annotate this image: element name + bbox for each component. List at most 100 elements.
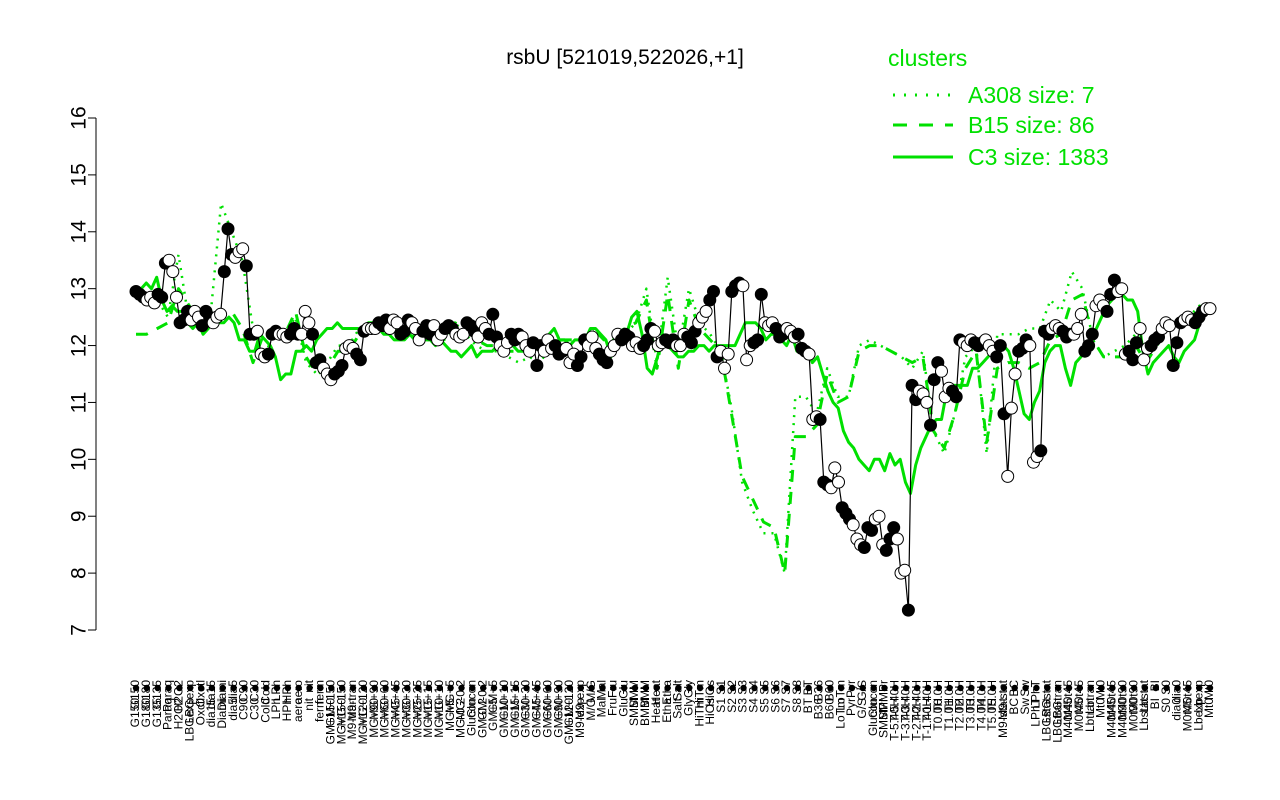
x-tick-label: S4 [747, 680, 761, 695]
y-tick-label: 15 [68, 163, 91, 186]
x-bullet [1130, 684, 1138, 692]
x-bullet [707, 684, 715, 692]
x-tick-label: GM+15 [508, 680, 522, 720]
x-bullet [273, 684, 281, 692]
x-bullet [1087, 684, 1094, 692]
x-tick-label-lower: MG+45 [389, 698, 403, 738]
points-layer [129, 222, 1217, 617]
x-bullet [458, 684, 465, 692]
x-bullet [696, 684, 704, 692]
x-tick-label: Fru [605, 680, 619, 698]
x-bullet [328, 684, 335, 692]
y-tick-label: 7 [68, 624, 91, 636]
x-tick-label-lower: nit [302, 697, 316, 710]
x-tick-label: G/S [855, 680, 869, 701]
data-point [832, 475, 845, 489]
x-tick-label-lower: GM+90 [551, 698, 565, 738]
x-tick-label-lower: G/S [855, 698, 869, 719]
data-point [754, 287, 768, 301]
data-point [993, 339, 1007, 353]
x-bullet [187, 684, 194, 692]
data-point [890, 532, 904, 546]
x-tick-label-lower: LoTm [833, 698, 847, 729]
x-bullet [230, 684, 237, 692]
x-bullet [404, 684, 411, 692]
x-bullet [382, 684, 389, 692]
x-tick-label-lower: C90 [237, 698, 251, 720]
x-tick-label: Mt0 [1202, 680, 1216, 700]
x-bullet [349, 684, 357, 692]
data-point [250, 324, 264, 338]
x-tick-label: M9-exp [573, 680, 587, 720]
x-tick-label-lower: GM+5 [486, 698, 500, 731]
data-point [162, 253, 176, 267]
x-tick-label-lower: Paraq [161, 698, 175, 730]
data-point [901, 603, 915, 617]
data-point [935, 364, 948, 378]
data-point [920, 395, 934, 409]
x-tick-label-lower: M/G [584, 698, 598, 721]
x-tick-label: LoTm [833, 680, 847, 711]
x-tick-label: M0t45 [1072, 680, 1086, 714]
x-bullet [610, 684, 617, 692]
x-tick-label: M9-tran [345, 680, 359, 721]
x-bullet [805, 684, 812, 692]
x-bullet [848, 684, 856, 692]
x-tick-label-lower: Salt [671, 697, 685, 718]
x-bullet [534, 684, 541, 692]
data-point [585, 330, 599, 344]
data-point [1074, 307, 1088, 321]
x-bullet [1054, 684, 1062, 692]
x-tick-label-lower: G135 [150, 698, 164, 728]
y-tick-label: 12 [68, 334, 91, 357]
x-tick-label-lower: MG+150 [334, 698, 348, 745]
legend-entry-dashed: B15 size: 86 [968, 112, 1095, 138]
x-tick-label: S8 [790, 680, 804, 695]
x-tick-label-lower: ferm [313, 698, 327, 722]
x-tick-label-lower: SMMPr [877, 698, 891, 738]
x-tick-label-lower: Heat [649, 697, 663, 723]
x-tick-label: G180 [139, 680, 153, 710]
data-point [718, 361, 731, 375]
x-tick-label: HPh [280, 680, 294, 703]
x-tick-label-lower: H2O2 [172, 698, 186, 730]
x-tick-label: M40t45 [1061, 680, 1075, 720]
data-point [699, 304, 713, 318]
x-tick-label-lower: Fru [605, 698, 619, 716]
x-bullet [1109, 684, 1116, 692]
x-tick-label-lower: LBGstat [1039, 697, 1053, 741]
x-bullet [295, 684, 302, 692]
x-tick-label: S1 [714, 680, 728, 695]
data-point [865, 523, 879, 537]
data-point [990, 350, 1004, 364]
x-bullet [360, 684, 367, 692]
x-tick-label: M/G [584, 680, 598, 703]
x-tick-label-lower: GM+10 [497, 698, 511, 738]
data-point [221, 222, 235, 236]
x-tick-label: Mt0 [1094, 680, 1108, 700]
x-tick-label-lower: MG+30 [399, 698, 413, 738]
x-tick-label-lower: Pyr [844, 698, 858, 716]
x-tick-label: T3.0H [963, 680, 977, 713]
x-tick-label-lower: S4 [747, 698, 761, 713]
x-tick-label-lower: BC [1007, 698, 1021, 715]
x-tick-label: GM+90 [551, 680, 565, 720]
x-tick-label: T-2.40H [909, 680, 923, 723]
data-point [261, 347, 275, 361]
y-tick-label: 11 [68, 392, 91, 414]
x-tick-label-lower: MG-0.2 [454, 698, 468, 738]
data-point [879, 543, 893, 557]
x-tick-label: BC [1007, 680, 1021, 697]
x-tick-label: MG+120 [356, 680, 370, 727]
x-bullet [599, 684, 606, 692]
series-line-solid [136, 275, 1212, 495]
x-tick-label-lower: LBGexp [182, 698, 196, 742]
data-point [239, 259, 253, 273]
x-tick-label: MG+60 [378, 680, 392, 720]
y-tick-label: 9 [68, 510, 91, 522]
data-point [1115, 282, 1129, 296]
data-point [214, 307, 228, 321]
x-tick-label: GM-0.2 [475, 680, 489, 720]
x-tick-label: T1.0H [942, 680, 956, 713]
x-tick-label: HiTm [692, 680, 706, 709]
